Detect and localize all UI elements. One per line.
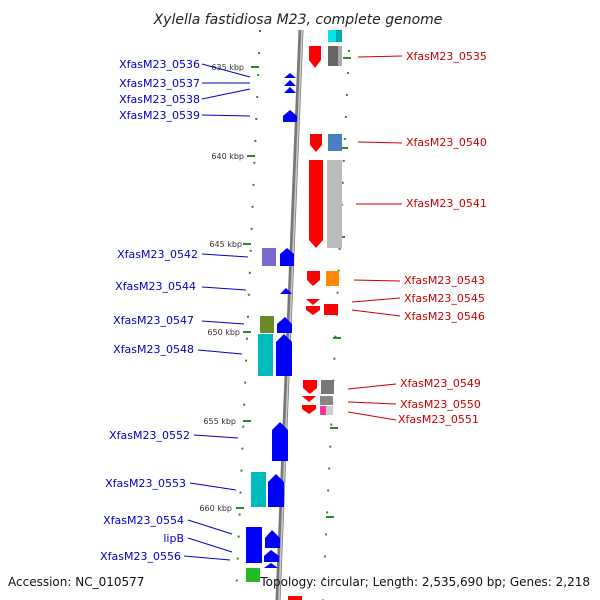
- connector-0552: [193, 434, 239, 439]
- connector-0550: [347, 401, 397, 405]
- connector-0548: [197, 349, 243, 355]
- connector-0551: [347, 411, 397, 421]
- connector-0554: [187, 519, 233, 535]
- connector-0539: [201, 114, 251, 117]
- scale-label-660: 660 kbp: [199, 504, 232, 513]
- gene-0545-arrow: [306, 299, 320, 305]
- scale-label-650: 650 kbp: [207, 328, 240, 337]
- gene-label-0549: XfasM23_0549: [400, 377, 481, 390]
- gene-0551-box-grey: [326, 406, 333, 415]
- gene-label-0537: XfasM23_0537: [119, 77, 200, 90]
- feature-cyan-top-shade: [336, 30, 342, 42]
- gene-0548-arrow: [276, 334, 292, 376]
- gene-0554-box: [246, 527, 262, 563]
- gene-0544-arrow: [280, 288, 292, 294]
- gene-label-0544: XfasM23_0544: [115, 280, 196, 293]
- gene-label-0535: XfasM23_0535: [406, 50, 487, 63]
- gene-0540-box: [328, 134, 342, 151]
- gene-label-0536: XfasM23_0536: [119, 58, 200, 71]
- connector-0549: [347, 383, 397, 390]
- reverse-strand-features: [288, 30, 342, 600]
- forward-strand-features: [246, 73, 297, 582]
- gene-0540-arrow: [310, 134, 322, 152]
- lipb-arrow: [264, 550, 279, 562]
- connector-0546: [351, 309, 401, 317]
- connector-0544: [201, 286, 247, 291]
- gene-0556-arrow: [264, 563, 278, 568]
- connector-lipb: [187, 537, 233, 553]
- gene-label-0545: XfasM23_0545: [404, 292, 485, 305]
- connector-0535: [357, 55, 403, 58]
- gene-label-0543: XfasM23_0543: [404, 274, 485, 287]
- left-gene-labels: XfasM23_0536 XfasM23_0537 XfasM23_0538 X…: [100, 58, 200, 563]
- connector-0536: [201, 63, 251, 78]
- feature-red-bottom: [288, 596, 302, 600]
- connector-0556: [183, 555, 231, 561]
- connector-0542: [201, 253, 249, 258]
- gene-label-0552: XfasM23_0552: [109, 429, 190, 442]
- gene-0546-box: [324, 304, 338, 315]
- gene-0554-arrow: [265, 530, 280, 548]
- gene-0537-arrow: [284, 80, 296, 86]
- gene-0548-box: [258, 334, 273, 376]
- gene-0536-arrow: [284, 73, 296, 78]
- gene-0550-arrow: [302, 396, 316, 402]
- gene-0551-arrow: [302, 405, 316, 414]
- gene-label-0550: XfasM23_0550: [400, 398, 481, 411]
- gene-0541-box: [327, 160, 342, 248]
- connector-0538: [201, 88, 251, 100]
- genome-summary-text: Topology: circular; Length: 2,535,690 bp…: [259, 575, 590, 589]
- major-ticks: [236, 57, 351, 518]
- scale-label-635: 635 kbp: [211, 63, 244, 72]
- gene-label-0542: XfasM23_0542: [117, 248, 198, 261]
- gene-0547-box: [260, 316, 274, 333]
- gene-label-0540: XfasM23_0540: [406, 136, 487, 149]
- gene-0550-box: [320, 396, 333, 405]
- gene-label-0538: XfasM23_0538: [119, 93, 200, 106]
- gene-label-0554: XfasM23_0554: [103, 514, 184, 527]
- feature-green-bottom: [246, 568, 260, 582]
- gene-0543-arrow: [307, 271, 320, 286]
- gene-0542-arrow: [280, 248, 294, 266]
- gene-0535-arrow: [309, 46, 321, 68]
- gene-0538-arrow: [284, 87, 296, 93]
- gene-label-0556: XfasM23_0556: [100, 550, 181, 563]
- gene-0539-arrow: [283, 110, 297, 122]
- gene-label-0541: XfasM23_0541: [406, 197, 487, 210]
- gene-0547-arrow: [277, 317, 292, 333]
- gene-0553-box: [251, 472, 266, 507]
- connector-0545: [351, 297, 401, 303]
- gene-label-0539: XfasM23_0539: [119, 109, 200, 122]
- gene-label-lipb: lipB: [163, 532, 184, 545]
- left-connectors: [183, 63, 251, 561]
- map-title: Xylella fastidiosa M23, complete genome: [153, 12, 443, 28]
- connector-0547: [201, 320, 245, 325]
- gene-label-0553: XfasM23_0553: [105, 477, 186, 490]
- gene-0551-box-pink: [320, 406, 326, 415]
- connector-0553: [189, 482, 237, 491]
- gene-0549-arrow: [303, 380, 317, 394]
- scale-label-640: 640 kbp: [211, 152, 244, 161]
- right-gene-labels: XfasM23_0535 XfasM23_0540 XfasM23_0541 X…: [398, 50, 487, 426]
- gene-label-0551: XfasM23_0551: [398, 413, 479, 426]
- gene-0541-arrow: [309, 160, 323, 248]
- gene-0542-box: [262, 248, 276, 266]
- gene-0549-box: [321, 380, 334, 394]
- gene-label-0547: XfasM23_0547: [113, 314, 194, 327]
- connector-0543: [353, 279, 401, 282]
- gene-label-0546: XfasM23_0546: [404, 310, 485, 323]
- right-connectors: [347, 55, 403, 421]
- gene-0553-arrow: [268, 474, 284, 507]
- scale-label-645: 645 kbp: [209, 240, 242, 249]
- scale-label-655: 655 kbp: [203, 417, 236, 426]
- gene-0543-box: [326, 271, 339, 286]
- accession-text: Accession: NC_010577: [8, 575, 144, 589]
- connector-0540: [357, 141, 403, 144]
- gene-label-0548: XfasM23_0548: [113, 343, 194, 356]
- gene-0546-arrow: [306, 306, 320, 315]
- gene-0535-box-shade: [338, 46, 342, 66]
- gene-0552-arrow: [272, 422, 288, 461]
